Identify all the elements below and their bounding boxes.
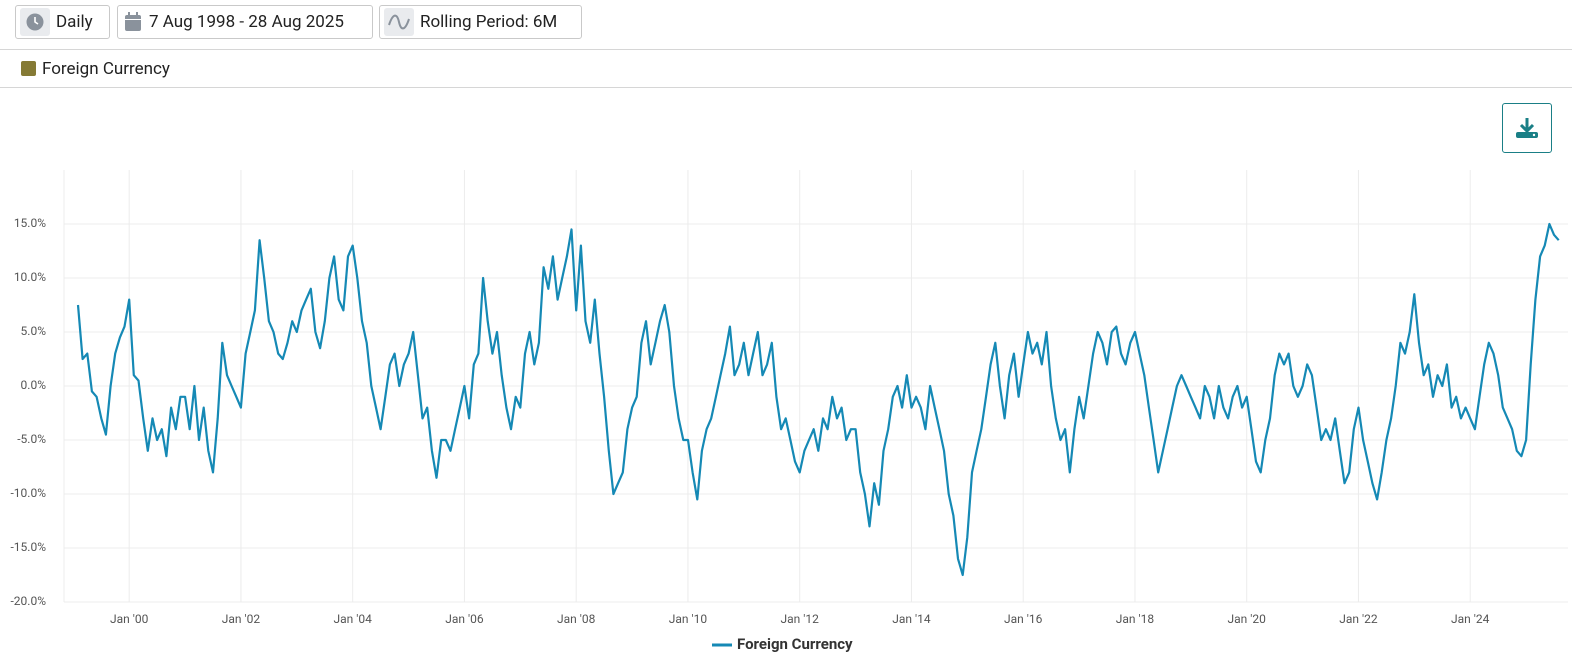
x-tick-label: Jan '08: [557, 612, 596, 626]
frequency-button[interactable]: Daily: [15, 5, 110, 39]
series-line: [76, 222, 1560, 577]
filter-row: Foreign Currency: [0, 50, 1572, 88]
y-tick-label: 5.0%: [21, 324, 47, 338]
x-tick-label: Jan '16: [1004, 612, 1043, 626]
date-range-button[interactable]: 7 Aug 1998 - 28 Aug 2025: [117, 5, 373, 39]
x-tick-label: Jan '24: [1451, 612, 1490, 626]
x-tick-label: Jan '02: [222, 612, 261, 626]
x-tick-label: Jan '18: [1116, 612, 1155, 626]
rolling-period-button[interactable]: Rolling Period: 6M: [379, 5, 582, 39]
y-tick-label: -15.0%: [10, 540, 46, 554]
icon: [125, 12, 141, 31]
icon: [388, 14, 410, 30]
calendar-icon: [122, 8, 144, 36]
frequency-label: Daily: [56, 12, 93, 32]
x-tick-label: Jan '06: [445, 612, 484, 626]
icon: [26, 13, 44, 31]
x-tick-label: Jan '00: [110, 612, 149, 626]
filter-label[interactable]: Foreign Currency: [42, 58, 170, 79]
download-icon: [1516, 118, 1538, 138]
x-tick-label: Jan '20: [1228, 612, 1267, 626]
y-tick-label: -5.0%: [17, 432, 46, 446]
download-button[interactable]: [1502, 103, 1552, 153]
clock-icon: [20, 8, 50, 36]
y-tick-label: -10.0%: [10, 486, 46, 500]
x-tick-label: Jan '10: [669, 612, 708, 626]
y-tick-label: 10.0%: [14, 270, 46, 284]
date-range-label: 7 Aug 1998 - 28 Aug 2025: [149, 12, 344, 32]
toolbar: Daily 7 Aug 1998 - 28 Aug 2025 Rolling P…: [0, 0, 1572, 50]
x-tick-label: Jan '22: [1339, 612, 1378, 626]
x-tick-label: Jan '14: [892, 612, 931, 626]
y-tick-label: 0.0%: [21, 378, 47, 392]
wave-icon: [384, 8, 414, 36]
x-tick-label: Jan '12: [781, 612, 820, 626]
legend-label: Foreign Currency: [737, 635, 853, 653]
filter-swatch: [21, 61, 36, 76]
y-tick-label: 15.0%: [14, 216, 46, 230]
x-tick-label: Jan '04: [334, 612, 373, 626]
rolling-period-label: Rolling Period: 6M: [420, 12, 558, 32]
y-tick-label: -20.0%: [10, 594, 46, 608]
